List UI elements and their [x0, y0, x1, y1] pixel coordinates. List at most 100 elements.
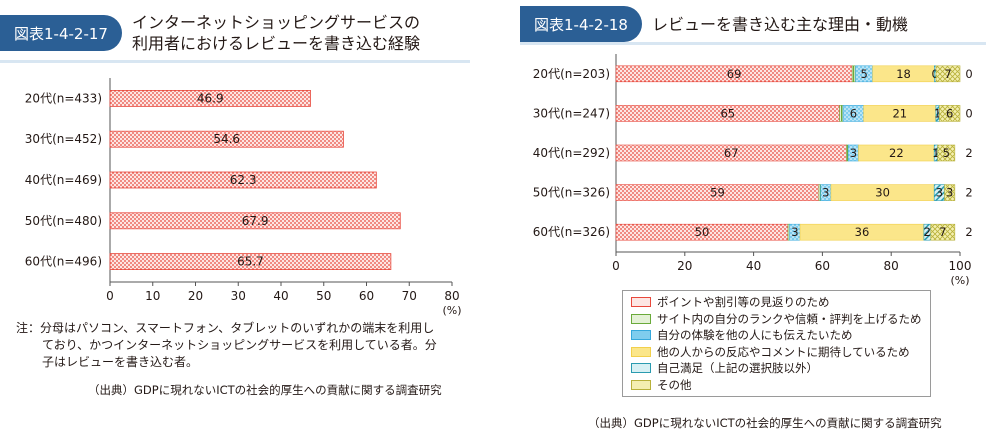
- left-bar-value: 54.6: [213, 132, 240, 146]
- right-bar-segment: [851, 65, 856, 83]
- left-bar: [109, 253, 392, 271]
- right-category-label: 30代(n=247): [533, 106, 610, 120]
- left-category-label: 40代(n=469): [25, 173, 102, 187]
- left-x-tick-label: 20: [188, 289, 203, 303]
- left-category-label: 50代(n=480): [25, 214, 102, 228]
- right-segment-label: 3: [850, 146, 857, 160]
- left-bar: [109, 89, 311, 107]
- left-source: （出典）GDPに現れないICTの社会的厚生への貢献に関する調査研究: [88, 383, 442, 397]
- left-bar-value: 62.3: [230, 173, 257, 187]
- left-x-tick-label: 40: [273, 289, 288, 303]
- right-legend: ポイントや割引等の見返りのため サイト内の自分のランクや信頼・評判を上げるため 自分…: [622, 290, 931, 397]
- right-end-label: 0: [965, 67, 972, 81]
- right-segment-label: 3: [791, 225, 798, 239]
- right-segment-label: 67: [724, 146, 739, 160]
- legend-label: その他: [657, 377, 692, 392]
- right-category-label: 40代(n=292): [533, 146, 610, 160]
- legend-swatch: [631, 330, 651, 341]
- left-unit-label: (%): [442, 304, 461, 317]
- legend-label: サイト内の自分のランクや信頼・評判を上げるため: [657, 311, 922, 326]
- legend-label: 自分の体験を他の人にも伝えたいため: [657, 328, 853, 343]
- legend-label: 他の人からの反応やコメントに期待しているため: [657, 344, 910, 359]
- legend-item: ポイントや割引等の見返りのため: [631, 294, 922, 311]
- left-bar: [109, 130, 344, 148]
- right-bar-segment: [937, 144, 956, 162]
- right-source: （出典）GDPに現れないICTの社会的厚生への貢献に関する調査研究: [588, 416, 942, 430]
- legend-item: サイト内の自分のランクや信頼・評判を上げるため: [631, 311, 922, 328]
- right-segment-label: 1: [932, 146, 939, 160]
- left-bar-value: 65.7: [237, 255, 264, 269]
- right-segment-label: 0: [932, 67, 939, 81]
- right-figure-title: レビューを書き込む主な理由・動機: [651, 14, 908, 34]
- left-note-line3: 子はレビューを書き込む者。: [42, 355, 199, 369]
- legend-item: 自分の体験を他の人にも伝えたいため: [631, 327, 922, 344]
- right-figure-badge: 図表1-4-2-18: [520, 6, 642, 42]
- left-header: 図表1-4-2-17 インターネットショッピングサービスの 利用者におけるレビュ…: [0, 8, 420, 58]
- right-bar-segment: [944, 184, 956, 201]
- left-x-tick-label: 80: [444, 289, 459, 303]
- right-segment-label: 6: [850, 106, 857, 120]
- right-segment-label: 3: [946, 186, 953, 200]
- left-bar: [109, 171, 377, 189]
- legend-item: 自己満足（上記の選択肢以外）: [631, 360, 922, 377]
- left-bar-value: 46.9: [197, 91, 224, 105]
- legend-swatch: [631, 297, 651, 308]
- right-segment-label: 59: [710, 186, 725, 200]
- left-note-line2: ており、かつインターネットショッピングサービスを利用している者。分: [42, 338, 437, 352]
- right-category-label: 60代(n=326): [533, 225, 610, 239]
- left-header-rule: [0, 60, 470, 63]
- right-segment-label: 5: [860, 67, 867, 81]
- legend-swatch: [631, 379, 651, 390]
- right-segment-label: 30: [875, 186, 890, 200]
- right-category-label: 50代(n=326): [533, 186, 610, 200]
- left-x-tick-label: 30: [231, 289, 246, 303]
- right-bar-segment: [935, 65, 961, 83]
- right-x-tick-label: 0: [612, 259, 620, 273]
- right-end-label: 2: [965, 225, 972, 239]
- legend-swatch: [631, 363, 651, 374]
- right-segment-label: 21: [892, 106, 907, 120]
- legend-swatch: [631, 346, 651, 357]
- right-segment-label: 3: [822, 186, 829, 200]
- left-title-line1: インターネットショッピングサービスの: [131, 13, 420, 32]
- right-segment-label: 18: [896, 67, 911, 81]
- right-category-label: 20代(n=203): [533, 67, 610, 81]
- right-segment-label: 5: [943, 146, 950, 160]
- left-x-tick-label: 10: [145, 289, 160, 303]
- right-unit-label: (%): [950, 274, 969, 287]
- left-bar: [109, 212, 401, 230]
- left-x-tick-label: 50: [316, 289, 331, 303]
- left-bar-chart: 20代(n=433) 46.9 30代(n=452) 54.6 40代(n=469) 62…: [25, 78, 462, 317]
- left-figure-title: インターネットショッピングサービスの 利用者におけるレビューを書き込む経験: [132, 12, 420, 54]
- right-x-tick-label: 80: [884, 259, 899, 273]
- right-segment-label: 7: [939, 225, 946, 239]
- right-panel: 図表1-4-2-18 レビューを書き込む主な理由・動機: [520, 0, 1000, 445]
- right-end-label: 0: [965, 106, 972, 120]
- right-x-tick-label: 40: [746, 259, 761, 273]
- right-segment-label: 6: [946, 106, 953, 120]
- legend-label: 自己満足（上記の選択肢以外）: [657, 361, 818, 376]
- right-bar-segment: [930, 223, 956, 241]
- right-bar-segment: [939, 105, 961, 122]
- right-x-tick-label: 60: [815, 259, 830, 273]
- right-segment-label: 69: [727, 67, 742, 81]
- left-category-label: 60代(n=496): [25, 255, 102, 269]
- right-header-rule: [520, 42, 986, 45]
- left-x-tick-label: 70: [402, 289, 417, 303]
- right-segment-label: 1: [934, 106, 941, 120]
- left-bar-value: 67.9: [242, 214, 269, 228]
- right-segment-label: 7: [944, 67, 951, 81]
- left-x-tick-label: 60: [359, 289, 374, 303]
- legend-swatch: [631, 313, 651, 324]
- left-title-line2: 利用者におけるレビューを書き込む経験: [131, 34, 420, 53]
- right-segment-label: 36: [855, 225, 870, 239]
- left-note: 注：分母はパソコン、スマートフォン、タブレットのいずれかの端末を利用し ており、…: [16, 320, 437, 371]
- legend-item: その他: [631, 377, 922, 394]
- left-note-line1: 注：分母はパソコン、スマートフォン、タブレットのいずれかの端末を利用し: [16, 321, 435, 335]
- left-x-tick-label: 0: [106, 289, 114, 303]
- right-segment-label: 50: [695, 225, 710, 239]
- right-x-tick-label: 100: [949, 259, 972, 273]
- right-segment-label: 22: [889, 146, 904, 160]
- right-end-label: 2: [965, 186, 972, 200]
